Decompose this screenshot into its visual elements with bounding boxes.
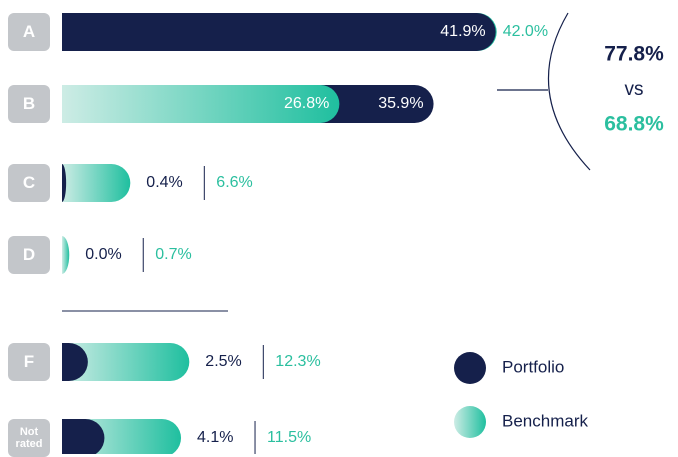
value-label: 41.9% xyxy=(440,23,485,40)
legend-label: Portfolio xyxy=(502,357,564,376)
category-badge: C xyxy=(8,164,50,202)
bar xyxy=(62,13,496,51)
value-label: 6.6% xyxy=(216,174,252,191)
bar xyxy=(62,236,70,274)
vs-text: vs xyxy=(625,79,644,100)
value-label: 0.7% xyxy=(155,246,191,263)
legend-label: Benchmark xyxy=(502,411,588,430)
bar xyxy=(62,343,190,381)
category-badge: D xyxy=(8,236,50,274)
category-badge: B xyxy=(8,85,50,123)
bracket xyxy=(547,12,591,171)
legend-swatch xyxy=(454,352,486,384)
value-label: 35.9% xyxy=(378,95,423,112)
value-label: 12.3% xyxy=(275,353,320,370)
bar xyxy=(62,85,340,123)
value-label: 26.8% xyxy=(284,95,329,112)
value-label: 4.1% xyxy=(197,429,233,446)
value-label: 2.5% xyxy=(205,353,241,370)
bar xyxy=(62,343,88,381)
value-label: 0.4% xyxy=(146,174,182,191)
value-label: 11.5% xyxy=(267,429,311,446)
category-badge: A xyxy=(8,13,50,51)
category-badge: Not rated xyxy=(8,419,50,457)
bar xyxy=(62,164,131,202)
bar xyxy=(62,164,67,202)
value-label: 42.0% xyxy=(503,23,548,40)
category-badge: F xyxy=(8,343,50,381)
bar xyxy=(62,419,105,454)
value-label: 0.0% xyxy=(85,246,121,263)
portfolio-total: 77.8% xyxy=(604,43,664,66)
legend-swatch xyxy=(454,406,486,438)
benchmark-total: 68.8% xyxy=(604,113,664,136)
